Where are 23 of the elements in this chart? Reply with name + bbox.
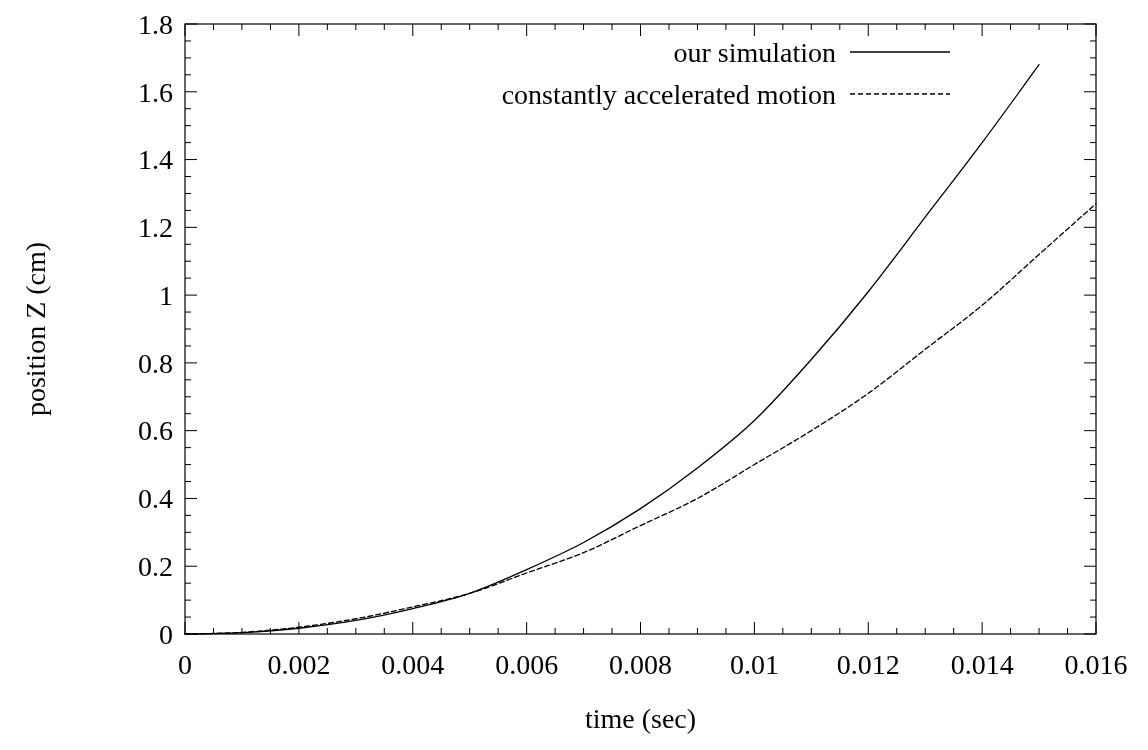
y-tick-label: 0.6 bbox=[138, 415, 173, 447]
y-tick-label: 1.8 bbox=[138, 8, 173, 40]
y-axis-title: position Z (cm) bbox=[20, 241, 51, 417]
y-tick-label: 1.6 bbox=[138, 76, 173, 108]
x-tick-label: 0.01 bbox=[729, 649, 779, 680]
y-tick-label: 1 bbox=[159, 279, 173, 311]
x-tick-label: 0.002 bbox=[267, 649, 331, 680]
y-tick-label: 0.2 bbox=[138, 551, 173, 583]
x-tick-label: 0.004 bbox=[381, 649, 445, 680]
legend-label: constantly accelerated motion bbox=[501, 78, 836, 110]
x-tick-label: 0.008 bbox=[609, 649, 672, 680]
y-tick-label: 1.2 bbox=[138, 212, 173, 244]
x-tick-label: 0.006 bbox=[495, 649, 559, 680]
legend-label: our simulation bbox=[673, 36, 836, 68]
y-tick-label: 1.4 bbox=[138, 144, 173, 176]
y-tick-label: 0.4 bbox=[138, 483, 173, 515]
x-tick-label: 0 bbox=[178, 649, 192, 680]
x-tick-label: 0.016 bbox=[1064, 649, 1128, 680]
x-tick-label: 0.012 bbox=[836, 649, 900, 680]
x-axis-title: time (sec) bbox=[584, 703, 697, 734]
y-tick-label: 0.8 bbox=[138, 347, 173, 379]
x-tick-label: 0.014 bbox=[950, 649, 1014, 680]
y-tick-label: 0 bbox=[159, 618, 173, 650]
